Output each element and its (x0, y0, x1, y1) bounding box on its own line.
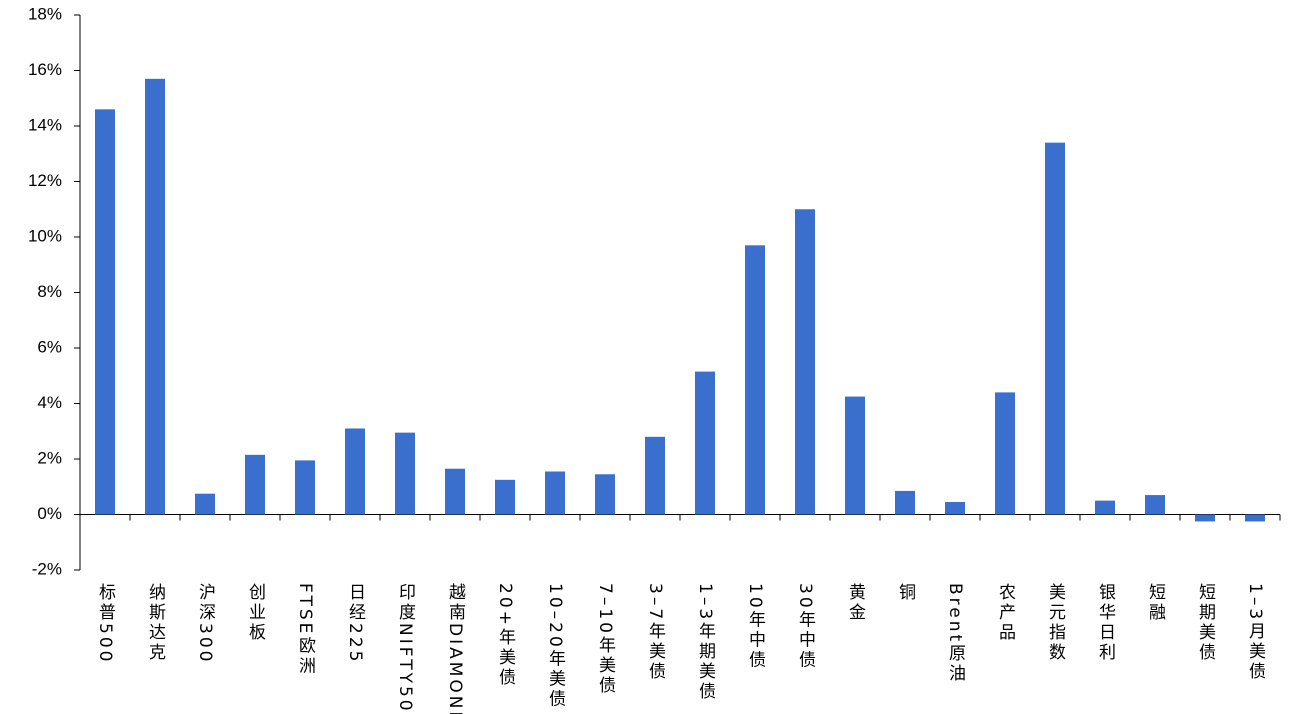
bar (1145, 495, 1165, 515)
y-tick-label: 6% (37, 337, 62, 356)
x-tick-label: 印度NIFTY50 (395, 583, 415, 714)
x-tick-label: 7–10年美债 (595, 583, 615, 696)
y-tick-label: 0% (37, 504, 62, 523)
x-tick-label: 铜 (895, 583, 915, 603)
x-tick-label: 农产品 (995, 583, 1015, 643)
bar (495, 479, 515, 515)
bar (295, 460, 315, 515)
x-tick-label: 短融 (1145, 583, 1165, 623)
x-tick-label: 10–20年美债 (545, 583, 565, 710)
bar (1095, 500, 1115, 515)
x-tick-label: 标普500 (95, 583, 115, 665)
y-tick-label: -2% (32, 559, 62, 578)
x-tick-label: 3–7年美债 (645, 583, 665, 683)
x-tick-label: 黄金 (845, 583, 865, 623)
x-tick-label: 短期美债 (1195, 583, 1215, 663)
bar (245, 454, 265, 515)
x-tick-label: 创业板 (245, 583, 265, 643)
y-tick-label: 14% (28, 115, 62, 134)
x-tick-label: 1–3年期美债 (695, 583, 715, 703)
y-tick-label: 8% (37, 282, 62, 301)
bar (995, 392, 1015, 515)
bar (445, 468, 465, 515)
bar (1195, 514, 1215, 522)
x-tick-label: FTSE欧洲 (295, 583, 315, 677)
bar (645, 436, 665, 515)
bar (95, 109, 115, 515)
y-tick-label: 16% (28, 60, 62, 79)
bar (845, 396, 865, 515)
bar (945, 502, 965, 515)
bar (745, 245, 765, 515)
bar (795, 209, 815, 515)
bar (545, 471, 565, 515)
y-tick-label: 4% (37, 393, 62, 412)
bar (595, 474, 615, 515)
bar (195, 493, 215, 515)
y-tick-label: 2% (37, 448, 62, 467)
x-tick-label: 美元指数 (1045, 583, 1065, 663)
bar (145, 78, 165, 515)
x-tick-label: 20+年美债 (495, 583, 515, 688)
x-tick-label: 1–3月美债 (1245, 583, 1265, 683)
x-tick-label: 10年中债 (745, 583, 765, 671)
bar (1045, 142, 1065, 515)
bar (695, 371, 715, 515)
x-tick-label: 30年中债 (795, 583, 815, 671)
y-tick-label: 10% (28, 226, 62, 245)
y-tick-label: 18% (28, 4, 62, 23)
bar (345, 428, 365, 515)
x-tick-label: 纳斯达克 (145, 583, 165, 663)
x-tick-label: 沪深300 (195, 583, 215, 665)
x-tick-label: Brent原油 (945, 583, 965, 685)
bar (395, 432, 415, 515)
bar (1245, 514, 1265, 522)
x-tick-label: 日经225 (345, 583, 365, 665)
x-tick-label: 银华日利 (1095, 583, 1115, 663)
bar (895, 490, 915, 515)
x-tick-label: 越南DIAMOND (445, 583, 465, 714)
y-tick-label: 12% (28, 171, 62, 190)
